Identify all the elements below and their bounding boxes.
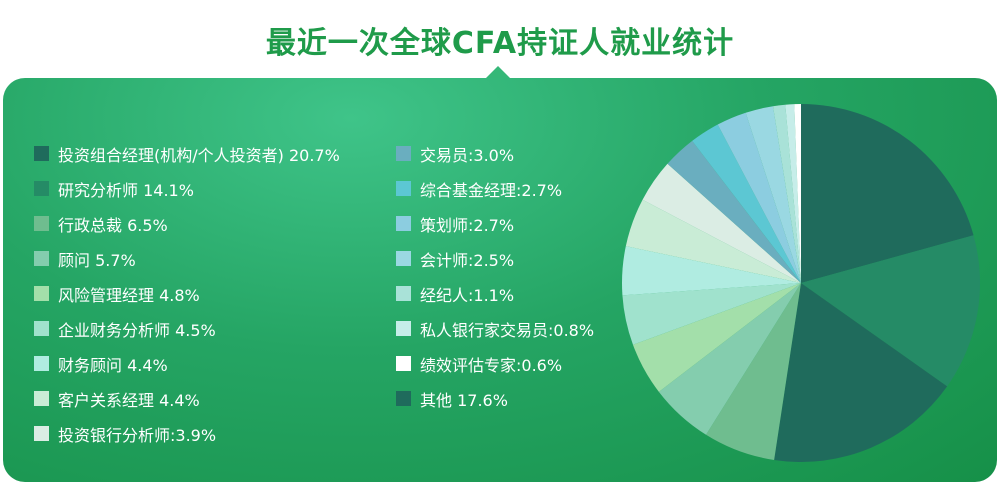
legend-swatch bbox=[396, 216, 411, 231]
legend-item: 策划师:2.7% bbox=[396, 206, 594, 241]
pie-slice bbox=[794, 104, 801, 283]
legend-swatch bbox=[34, 216, 49, 231]
pie-slice bbox=[745, 106, 801, 283]
pie-slice bbox=[785, 104, 801, 283]
pie-slice bbox=[774, 283, 948, 462]
pie-slice bbox=[625, 199, 801, 283]
legend-swatch bbox=[396, 391, 411, 406]
pie-slice bbox=[632, 283, 801, 392]
legend-swatch bbox=[396, 356, 411, 371]
legend-item: 绩效评估专家:0.6% bbox=[396, 346, 594, 381]
legend-label: 综合基金经理:2.7% bbox=[420, 180, 563, 200]
legend-item: 投资组合经理(机构/个人投资者) 20.7% bbox=[34, 136, 340, 171]
legend-swatch bbox=[34, 321, 49, 336]
legend-label: 企业财务分析师 4.5% bbox=[58, 320, 216, 340]
legend-item: 行政总裁 6.5% bbox=[34, 206, 340, 241]
legend-label: 顾问 5.7% bbox=[58, 250, 136, 270]
pie-slice bbox=[692, 124, 801, 283]
panel-notch bbox=[484, 66, 512, 80]
legend-swatch bbox=[34, 146, 49, 161]
pie-slice bbox=[801, 104, 974, 283]
legend-label: 行政总裁 6.5% bbox=[58, 215, 168, 235]
legend-label: 交易员:3.0% bbox=[420, 145, 515, 165]
legend-swatch bbox=[34, 391, 49, 406]
legend-item: 经纪人:1.1% bbox=[396, 276, 594, 311]
legend-item: 客户关系经理 4.4% bbox=[34, 381, 340, 416]
pie-slice bbox=[772, 104, 801, 284]
legend-item: 研究分析师 14.1% bbox=[34, 171, 340, 206]
legend-item: 企业财务分析师 4.5% bbox=[34, 311, 340, 346]
legend-item: 其他 17.6% bbox=[396, 381, 594, 416]
legend-item: 会计师:2.5% bbox=[396, 241, 594, 276]
legend-label: 绩效评估专家:0.6% bbox=[420, 355, 563, 375]
pie-slice bbox=[717, 112, 801, 283]
legend-swatch bbox=[34, 426, 49, 441]
legend-label: 风险管理经理 4.8% bbox=[58, 285, 200, 305]
legend-swatch bbox=[396, 286, 411, 301]
legend-label: 私人银行家交易员:0.8% bbox=[420, 320, 595, 340]
legend-item: 综合基金经理:2.7% bbox=[396, 171, 594, 206]
pie-slice bbox=[706, 283, 801, 460]
legend-label: 研究分析师 14.1% bbox=[58, 180, 194, 200]
legend-item: 财务顾问 4.4% bbox=[34, 346, 340, 381]
legend-item: 交易员:3.0% bbox=[396, 136, 594, 171]
pie-slice bbox=[658, 283, 801, 435]
legend-label: 投资银行分析师:3.9% bbox=[58, 425, 217, 445]
pie-chart bbox=[622, 104, 980, 462]
legend-swatch bbox=[396, 181, 411, 196]
legend-label: 客户关系经理 4.4% bbox=[58, 390, 200, 410]
pie-slice bbox=[801, 235, 980, 387]
legend-swatch bbox=[34, 251, 49, 266]
legend-label: 经纪人:1.1% bbox=[420, 285, 515, 305]
legend-left-column: 投资组合经理(机构/个人投资者) 20.7% 研究分析师 14.1% 行政总裁 6.… bbox=[34, 136, 340, 451]
legend-label: 会计师:2.5% bbox=[420, 250, 515, 270]
legend-item: 顾问 5.7% bbox=[34, 241, 340, 276]
legend-swatch bbox=[34, 286, 49, 301]
legend-item: 风险管理经理 4.8% bbox=[34, 276, 340, 311]
legend-item: 投资银行分析师:3.9% bbox=[34, 416, 340, 451]
pie-slice bbox=[667, 140, 801, 283]
legend-swatch bbox=[396, 146, 411, 161]
legend-swatch bbox=[396, 251, 411, 266]
legend-item: 私人银行家交易员:0.8% bbox=[396, 311, 594, 346]
legend-label: 投资组合经理(机构/个人投资者) 20.7% bbox=[58, 145, 340, 165]
legend-label: 其他 17.6% bbox=[420, 390, 508, 410]
pie-slice bbox=[622, 246, 801, 296]
legend-label: 财务顾问 4.4% bbox=[58, 355, 168, 375]
legend-swatch bbox=[34, 356, 49, 371]
chart-title: 最近一次全球CFA持证人就业统计 bbox=[265, 26, 735, 61]
legend-swatch bbox=[34, 181, 49, 196]
pie-slice bbox=[622, 283, 801, 345]
legend-label: 策划师:2.7% bbox=[420, 215, 515, 235]
pie-slice bbox=[642, 163, 801, 283]
legend-right-column: 交易员:3.0% 综合基金经理:2.7% 策划师:2.7% 会计师:2.5% 经纪人:1… bbox=[396, 136, 594, 416]
legend-swatch bbox=[396, 321, 411, 336]
